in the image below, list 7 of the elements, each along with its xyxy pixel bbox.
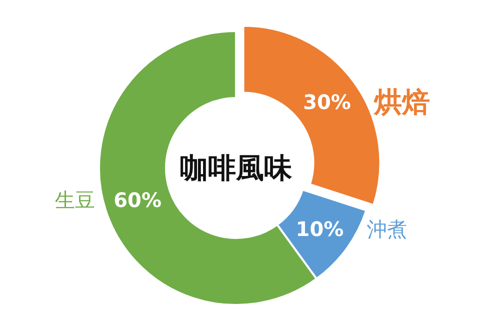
- data-label: 10%: [296, 216, 344, 241]
- data-label: 30%: [303, 90, 351, 114]
- slice-label: 沖煮: [366, 216, 407, 241]
- slice-label: 烘焙: [373, 85, 430, 118]
- slice-label: 生豆: [54, 188, 95, 212]
- text: 咖啡風味: [180, 152, 293, 184]
- data-label: 60%: [114, 188, 162, 212]
